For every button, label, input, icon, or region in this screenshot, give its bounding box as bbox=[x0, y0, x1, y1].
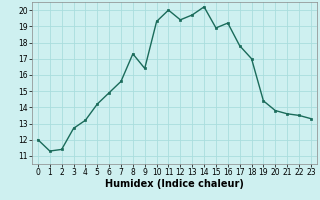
X-axis label: Humidex (Indice chaleur): Humidex (Indice chaleur) bbox=[105, 179, 244, 189]
